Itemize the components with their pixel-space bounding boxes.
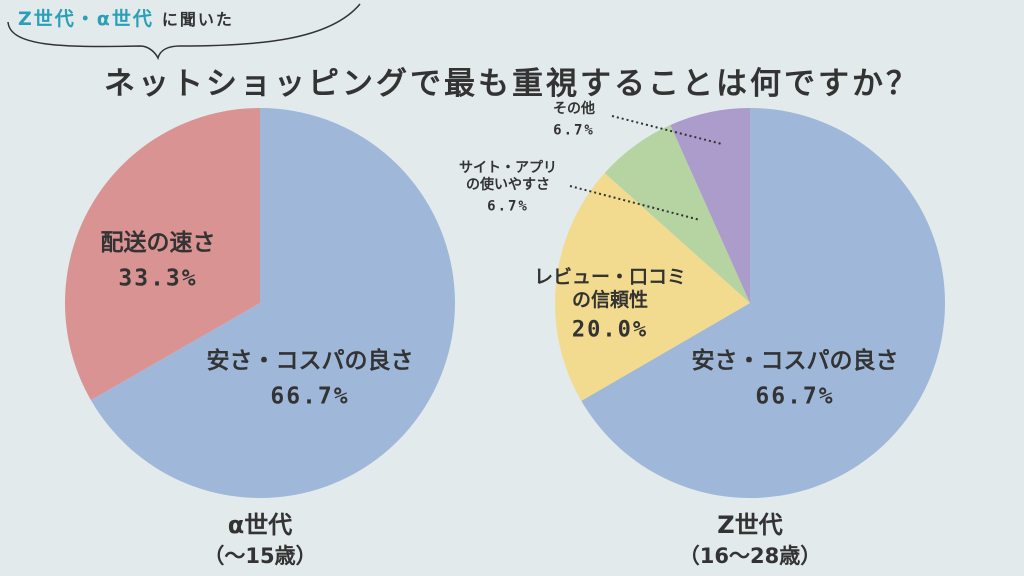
tag-asked: に聞いた — [161, 10, 234, 29]
z-slice-value-2: 6.7% — [487, 199, 529, 215]
alpha-generation-label: α世代 — [227, 511, 293, 539]
z-slice-label-3: その他 — [553, 100, 595, 117]
alpha-generation-age: （～15歳） — [203, 544, 317, 568]
z-pie-slice-3 — [670, 108, 750, 303]
tag-generations: Z世代・α世代 — [18, 8, 154, 30]
z-generation-label: Z世代 — [717, 511, 783, 539]
alpha-pie-slice-1 — [64, 108, 260, 401]
page-title: ネットショッピングで最も重視することは何ですか？ — [104, 66, 920, 102]
survey-tag: Z世代・α世代 に聞いた — [18, 4, 234, 31]
z-slice-value-1: 20.0% — [572, 317, 648, 342]
z-pie-slice-1 — [555, 173, 750, 401]
z-slice-label-2: サイト・アプリの使いやすさ — [459, 160, 557, 193]
z-slice-value-0: 66.7% — [755, 384, 834, 410]
z-generation-age: （16～28歳） — [678, 544, 822, 568]
tag-bracket-curve — [7, 3, 361, 60]
alpha-slice-label-0: 安さ・コスパの良さ — [207, 347, 414, 374]
z-slice-label-1: レビュー・口コミの信頼性 — [534, 266, 686, 311]
z-generation-caption: Z世代 （16～28歳） — [640, 505, 860, 570]
alpha-pie-slice-0 — [90, 108, 455, 498]
alpha-generation-caption: α世代 （～15歳） — [155, 505, 365, 570]
z-slice-label-0: 安さ・コスパの良さ — [692, 347, 899, 374]
z-leader-line-2 — [569, 185, 701, 221]
alpha-slice-value-1: 33.3% — [118, 266, 197, 292]
z-slice-value-3: 6.7% — [553, 123, 595, 139]
z-pie-slice-0 — [581, 108, 946, 498]
alpha-slice-label-1: 配送の速さ — [101, 229, 216, 256]
z-leader-line-3 — [611, 115, 723, 145]
alpha-slice-value-0: 66.7% — [270, 384, 349, 410]
